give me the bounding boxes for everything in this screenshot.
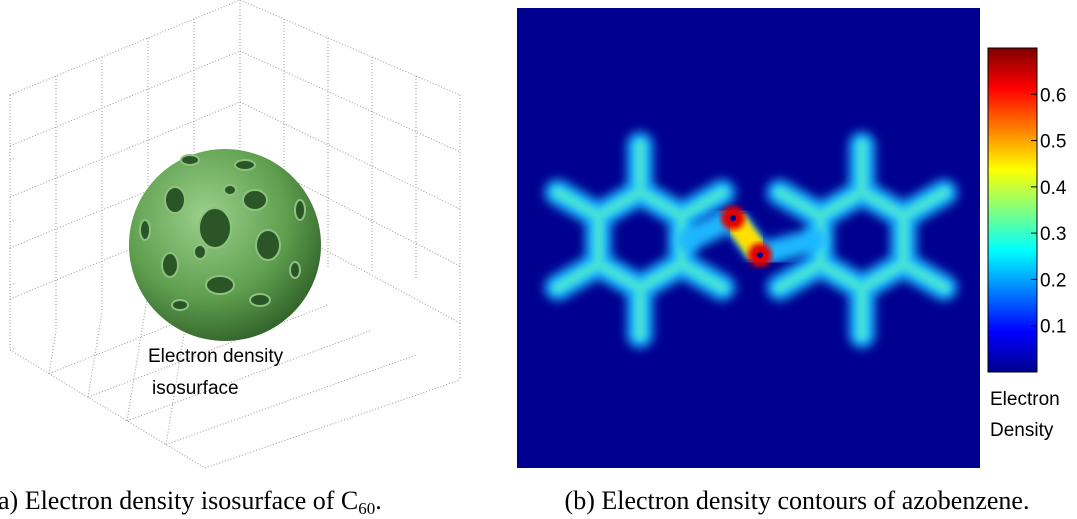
box-grid-line bbox=[204, 379, 461, 469]
box-grid-line bbox=[165, 354, 417, 445]
isosurface-holes bbox=[139, 154, 306, 311]
box-grid-line bbox=[9, 0, 241, 96]
hole bbox=[294, 199, 306, 221]
caption-b: (b) Electron density contours of azobenz… bbox=[565, 486, 1030, 515]
hole bbox=[161, 252, 179, 278]
atom-core bbox=[757, 252, 763, 258]
hole bbox=[193, 244, 207, 260]
box-grid-line bbox=[9, 282, 17, 286]
caption-subscript: 60 bbox=[358, 499, 375, 518]
box-grid-line bbox=[9, 50, 241, 147]
box-grid-line bbox=[9, 101, 241, 198]
box-grid-line bbox=[239, 152, 461, 267]
caption-end: . bbox=[375, 486, 382, 515]
hole bbox=[139, 219, 151, 241]
caption-text: a) Electron density isosurface of C bbox=[0, 486, 358, 515]
colorbar bbox=[987, 47, 1038, 373]
atom-core bbox=[730, 215, 736, 221]
box-grid-line bbox=[87, 311, 103, 398]
hole bbox=[249, 293, 271, 307]
box-grid-line bbox=[239, 50, 461, 153]
box-grid-line bbox=[239, 0, 461, 96]
annotation: isosurface bbox=[152, 378, 239, 399]
colorbar-tick-label: 0.3 bbox=[1040, 224, 1066, 245]
colorbar-label: Electron bbox=[990, 389, 1060, 410]
colorbar-tick-label: 0.4 bbox=[1040, 178, 1067, 199]
hole bbox=[289, 261, 301, 279]
hole bbox=[242, 189, 268, 211]
hole bbox=[164, 186, 186, 214]
hole bbox=[234, 159, 256, 171]
colorbar-tick-label: 0.5 bbox=[1040, 132, 1066, 153]
colorbar-tick-label: 0.1 bbox=[1040, 317, 1066, 338]
azobenzene-density bbox=[544, 132, 958, 348]
colorbar-tick-label: 0.2 bbox=[1040, 270, 1066, 291]
box-grid-line bbox=[87, 304, 329, 398]
box-grid-line bbox=[9, 92, 17, 96]
density-core bbox=[552, 140, 728, 340]
box-grid-line bbox=[126, 292, 149, 421]
box-grid-line bbox=[9, 347, 17, 351]
colorbar-ticks: 0.1 0.2 0.3 0.4 0.5 0.6 bbox=[1031, 85, 1067, 338]
hole bbox=[180, 154, 200, 166]
hole bbox=[205, 275, 235, 295]
box-grid-line bbox=[9, 157, 17, 161]
box-grid-line bbox=[9, 349, 206, 469]
annotation: Electron density bbox=[148, 346, 284, 367]
box-grid-line bbox=[48, 330, 57, 374]
colorbar-tick-label: 0.6 bbox=[1040, 85, 1066, 106]
hole bbox=[171, 299, 189, 311]
hole bbox=[223, 184, 237, 196]
hole bbox=[255, 229, 281, 261]
caption-a: a) Electron density isosurface of C60. bbox=[0, 486, 382, 518]
colorbar-label: Density bbox=[990, 420, 1054, 441]
box-grid-line bbox=[9, 219, 17, 223]
hole bbox=[198, 207, 232, 249]
box-grid-line bbox=[126, 329, 373, 422]
density-core bbox=[774, 140, 950, 340]
